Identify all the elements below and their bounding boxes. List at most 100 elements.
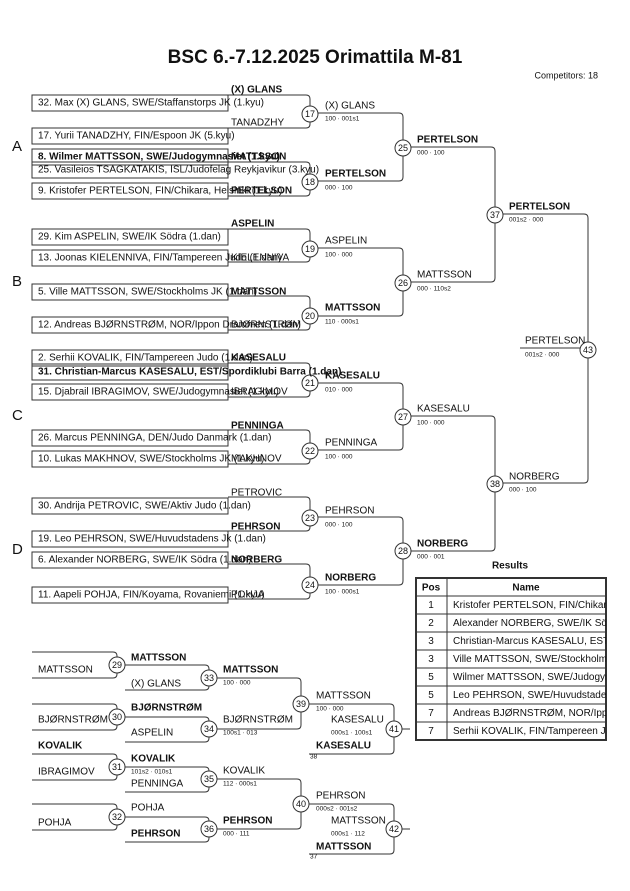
score: 100 · 000 bbox=[325, 454, 353, 461]
pos: 3 bbox=[428, 654, 434, 665]
results-table bbox=[415, 577, 607, 741]
competitor-label: BJØRNSTRØM bbox=[38, 715, 108, 726]
connector bbox=[32, 703, 118, 731]
competitor-label: IBRAGIMOV bbox=[38, 767, 95, 778]
competitor-label: ASPELIN bbox=[325, 236, 367, 247]
competitor-label: PENNINGA bbox=[131, 779, 184, 790]
entry: 15. Djabrail IBRAGIMOV, SWE/Judogymnasie… bbox=[38, 387, 279, 398]
connector bbox=[228, 228, 311, 263]
entry-box bbox=[31, 363, 229, 381]
competitor-label: MATTSSON bbox=[131, 653, 186, 664]
score: 100 · 000 bbox=[316, 706, 344, 713]
competitor-label: PENNINGA bbox=[325, 438, 378, 449]
connector bbox=[309, 803, 395, 855]
entry-box bbox=[31, 551, 229, 569]
name: Leo PEHRSON, SWE/Huvudstadens bbox=[453, 690, 617, 701]
score: 000s2 · 001s2 bbox=[316, 806, 358, 813]
connector bbox=[228, 563, 311, 600]
score: 38 bbox=[310, 754, 318, 761]
col-header: Pos bbox=[422, 583, 441, 594]
competitor-label: MATTSSON bbox=[325, 303, 380, 314]
score: 100s1 · 013 bbox=[223, 730, 258, 737]
competitor-label: NORBERG bbox=[417, 539, 468, 550]
match-number: 23 bbox=[305, 513, 315, 523]
entry: 29. Kim ASPELIN, SWE/IK Södra (1.dan) bbox=[38, 232, 221, 243]
entry-box bbox=[31, 182, 229, 200]
name: Andreas BJØRNSTRØM, NOR/Ippon bbox=[453, 708, 619, 719]
entry-box bbox=[31, 283, 229, 301]
score: 112 · 000s1 bbox=[223, 781, 257, 788]
match-number: 28 bbox=[398, 546, 408, 556]
entry: 9. Kristofer PERTELSON, FIN/Chikara, Hel… bbox=[38, 186, 282, 197]
entry-box bbox=[31, 497, 229, 515]
name: Kristofer PERTELSON, FIN/Chikara, bbox=[453, 600, 615, 611]
match-number: 33 bbox=[204, 673, 214, 683]
match-number: 17 bbox=[305, 109, 315, 119]
competitor-label: PERTELSON bbox=[325, 169, 386, 180]
competitor-label: PEHRSON bbox=[223, 816, 272, 827]
competitor-label: (X) GLANS bbox=[325, 101, 375, 112]
match-number: 31 bbox=[112, 762, 122, 772]
competitor-label: MATTSSON bbox=[331, 816, 386, 827]
score: 000 · 111 bbox=[223, 831, 250, 838]
match-number: 41 bbox=[389, 724, 399, 734]
match-number: 25 bbox=[398, 143, 408, 153]
competitor-label: PEHRSON bbox=[325, 506, 374, 517]
entry-box bbox=[31, 249, 229, 267]
results-title: Results bbox=[492, 561, 529, 572]
connector bbox=[228, 496, 311, 532]
connector bbox=[318, 247, 404, 317]
pos: 2 bbox=[428, 618, 434, 629]
connector bbox=[228, 161, 311, 197]
col-header: Name bbox=[512, 583, 540, 594]
match-circle bbox=[486, 475, 504, 493]
match-number: 34 bbox=[204, 724, 214, 734]
match-circle bbox=[301, 173, 319, 191]
score: 001s2 · 000 bbox=[525, 352, 560, 359]
entry: 25. Vasileios TSAGKATAKIS, ISL/Judofelag… bbox=[38, 165, 319, 176]
connector bbox=[125, 766, 210, 793]
competitor-label: POHJA bbox=[231, 590, 265, 601]
entry-box bbox=[31, 530, 229, 548]
name: Wilmer MATTSSON, SWE/Judogymn bbox=[453, 672, 619, 683]
competitor-label: (X) GLANS bbox=[131, 679, 181, 690]
score: 000 · 100 bbox=[417, 150, 445, 157]
connector bbox=[318, 516, 404, 586]
entry-box bbox=[31, 161, 229, 179]
pos: 5 bbox=[428, 672, 434, 683]
match-circle bbox=[301, 442, 319, 460]
competitor-label: PETROVIC bbox=[231, 488, 282, 499]
connector bbox=[411, 415, 496, 552]
match-number: 18 bbox=[305, 177, 315, 187]
title: BSC 6.-7.12.2025 Orimattila M-81 bbox=[168, 47, 463, 68]
entry: 26. Marcus PENNINGA, DEN/Judo Danmark (1… bbox=[38, 433, 271, 444]
competitor-label: PENNINGA bbox=[231, 421, 284, 432]
match-number: 39 bbox=[296, 699, 306, 709]
competitor-label: POHJA bbox=[38, 818, 72, 829]
pos: 7 bbox=[428, 708, 434, 719]
connector bbox=[228, 429, 311, 465]
connector bbox=[32, 753, 118, 781]
competitor-label: PERTELSON bbox=[231, 186, 292, 197]
match-number: 37 bbox=[490, 210, 500, 220]
competitor-label: IBRAGIMOV bbox=[231, 387, 288, 398]
match-number: 21 bbox=[305, 378, 315, 388]
competitor-label: NORBERG bbox=[231, 555, 282, 566]
entry-box bbox=[31, 228, 229, 246]
entry-box bbox=[31, 586, 229, 604]
results-body: 1 Kristofer PERTELSON, FIN/Chikara, 2 Alexa… bbox=[428, 600, 622, 737]
connector bbox=[228, 94, 311, 129]
match-number: 35 bbox=[204, 774, 214, 784]
match-number: 32 bbox=[112, 812, 122, 822]
competitor-label: (X) GLANS bbox=[231, 85, 282, 96]
score: 000 · 100 bbox=[509, 487, 537, 494]
connector bbox=[125, 664, 210, 691]
name: Alexander NORBERG, SWE/IK Södra bbox=[453, 618, 622, 629]
competitor-label: PEHRSON bbox=[316, 791, 365, 802]
connector bbox=[228, 362, 311, 398]
entry: 8. Wilmer MATTSSON, SWE/Judogymnasiet (1… bbox=[38, 152, 280, 163]
connector bbox=[32, 803, 118, 831]
pool-letter: D bbox=[12, 541, 23, 558]
connector bbox=[217, 677, 302, 730]
match-number: 26 bbox=[398, 278, 408, 288]
